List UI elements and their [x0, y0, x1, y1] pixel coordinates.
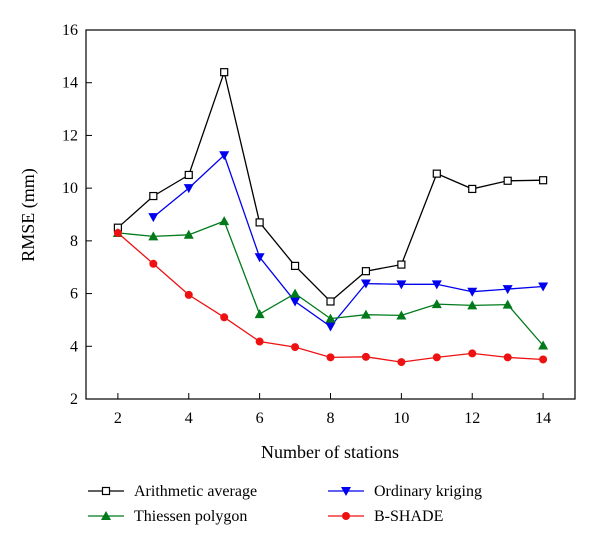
series-b-shade	[113, 228, 548, 367]
y-tick-label: 12	[62, 127, 78, 144]
x-tick-label: 14	[535, 410, 551, 427]
series-line-ordinary-kriging	[152, 154, 544, 328]
data-point-b-shade	[113, 228, 122, 237]
data-point-thiessen-polygon	[254, 309, 265, 319]
data-point-ordinary-kriging	[254, 253, 265, 263]
y-axis: 2 4 6 8 10 12 14 16	[62, 22, 92, 408]
data-point-thiessen-polygon	[148, 231, 159, 241]
data-point-b-shade	[184, 290, 193, 299]
data-point-ordinary-kriging	[219, 151, 230, 161]
data-point-arithmetic-average	[255, 218, 264, 227]
legend-item-ordinary-kriging: Ordinary kriging	[328, 483, 482, 500]
data-point-thiessen-polygon	[183, 229, 194, 239]
series-arithmetic-average	[113, 68, 548, 306]
legend: Arithmetic average Ordinary kriging Thiess…	[88, 483, 482, 525]
y-tick-label: 2	[70, 391, 78, 408]
data-point-b-shade	[397, 358, 406, 367]
data-point-arithmetic-average	[503, 176, 512, 185]
data-point-thiessen-polygon	[538, 340, 549, 350]
legend-item-thiessen-polygon: Thiessen polygon	[88, 508, 247, 525]
data-point-thiessen-polygon	[396, 310, 407, 320]
x-axis-label: Number of stations	[261, 442, 399, 462]
data-point-ordinary-kriging	[431, 280, 442, 290]
series-thiessen-polygon	[112, 216, 549, 350]
data-point-thiessen-polygon	[325, 313, 336, 323]
legend-label: Arithmetic average	[134, 483, 257, 500]
data-point-thiessen-polygon	[502, 299, 513, 309]
data-point-b-shade	[291, 343, 300, 352]
data-point-arithmetic-average	[149, 191, 158, 201]
x-tick-label: 8	[327, 410, 335, 427]
y-axis-label: RMSE (mm)	[18, 168, 39, 262]
data-point-b-shade	[361, 352, 370, 361]
y-tick-label: 10	[62, 180, 78, 197]
data-point-arithmetic-average	[326, 297, 335, 306]
data-point-arithmetic-average	[539, 176, 548, 185]
plot-frame	[85, 29, 576, 400]
series-ordinary-kriging	[148, 151, 549, 332]
legend-item-b-shade: B-SHADE	[328, 508, 443, 525]
data-point-ordinary-kriging	[290, 297, 301, 307]
data-point-ordinary-kriging	[183, 184, 194, 194]
data-point-thiessen-polygon	[290, 288, 301, 298]
x-tick-label: 2	[114, 410, 122, 427]
series-line-arithmetic-average	[117, 69, 544, 303]
data-point-ordinary-kriging	[360, 279, 371, 289]
x-axis: 2 4 6 8 10 12 14	[114, 393, 551, 427]
data-point-b-shade	[468, 349, 477, 358]
y-tick-label: 8	[70, 233, 78, 250]
legend-marker	[341, 487, 351, 496]
y-tick-label: 4	[70, 338, 78, 355]
legend-label: Ordinary kriging	[374, 483, 482, 500]
data-point-b-shade	[326, 353, 335, 362]
data-point-ordinary-kriging	[467, 287, 478, 297]
legend-item-arithmetic-average: Arithmetic average	[88, 483, 257, 500]
data-point-arithmetic-average	[361, 267, 371, 276]
legend-marker	[101, 486, 111, 496]
data-point-arithmetic-average	[290, 261, 300, 270]
data-point-ordinary-kriging	[502, 285, 513, 295]
data-point-arithmetic-average	[397, 260, 406, 269]
y-tick-label: 14	[62, 75, 78, 92]
y-tick-label: 6	[70, 286, 78, 303]
data-point-ordinary-kriging	[148, 213, 159, 223]
data-point-thiessen-polygon	[360, 309, 371, 319]
x-tick-label: 6	[256, 410, 264, 427]
data-point-b-shade	[255, 337, 264, 346]
series-layer	[112, 68, 549, 367]
data-point-thiessen-polygon	[219, 216, 230, 226]
data-point-b-shade	[149, 259, 158, 268]
data-point-b-shade	[220, 313, 229, 322]
data-point-arithmetic-average	[432, 169, 441, 178]
data-point-ordinary-kriging	[325, 322, 336, 332]
legend-label: Thiessen polygon	[134, 508, 247, 525]
legend-label: B-SHADE	[374, 508, 443, 525]
data-point-arithmetic-average	[468, 184, 477, 194]
data-point-ordinary-kriging	[538, 282, 549, 292]
data-point-arithmetic-average	[220, 68, 229, 77]
data-point-thiessen-polygon	[467, 300, 478, 310]
legend-marker	[101, 511, 111, 520]
data-point-b-shade	[539, 355, 548, 364]
y-tick-label: 16	[62, 22, 78, 39]
data-point-arithmetic-average	[184, 170, 193, 180]
data-point-ordinary-kriging	[396, 280, 407, 290]
x-tick-label: 10	[393, 410, 409, 427]
legend-marker	[342, 512, 350, 520]
x-tick-label: 12	[464, 410, 480, 427]
x-tick-label: 4	[185, 410, 193, 427]
data-point-thiessen-polygon	[431, 299, 442, 309]
data-point-b-shade	[432, 353, 441, 362]
data-point-b-shade	[503, 353, 512, 362]
